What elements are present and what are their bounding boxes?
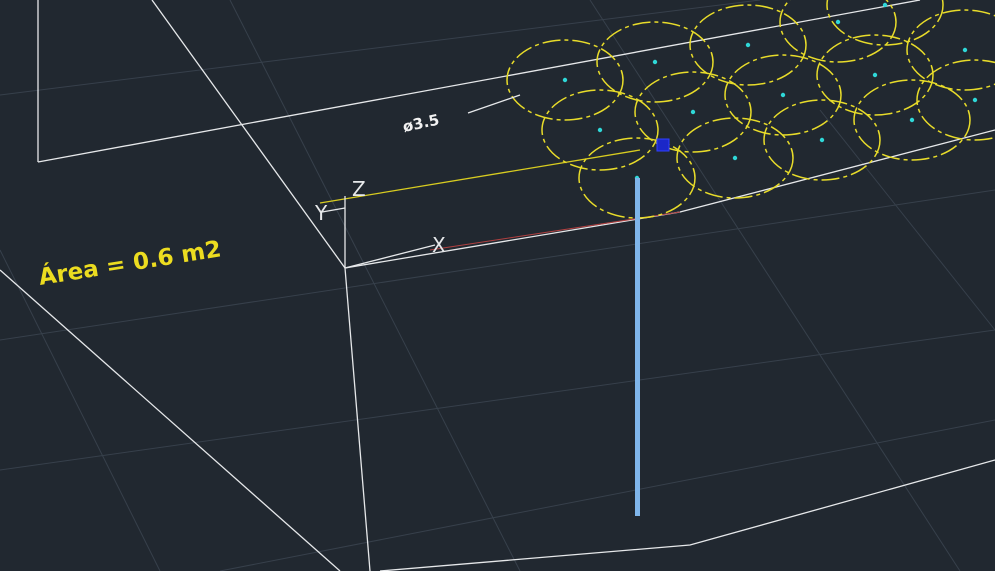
- pile-center-point: [909, 117, 915, 123]
- pile-circle[interactable]: [676, 117, 794, 199]
- ucs-x-label: X: [432, 233, 446, 257]
- pile-circle[interactable]: [853, 79, 971, 161]
- pile-circle[interactable]: [763, 99, 881, 181]
- grid-line: [0, 0, 761, 96]
- diameter-label[interactable]: ø3.5: [401, 111, 441, 136]
- pile-circle[interactable]: [906, 9, 995, 91]
- pile-circle[interactable]: [916, 59, 995, 141]
- pile-center-point: [690, 109, 696, 115]
- pile-center-point: [882, 2, 888, 8]
- pile-center-point: [819, 137, 825, 143]
- pile-circle[interactable]: [689, 4, 807, 86]
- pile-circle[interactable]: [826, 0, 944, 46]
- pile-center-point: [962, 47, 968, 53]
- pile-center-point: [652, 59, 658, 65]
- pile-center-point: [872, 72, 878, 78]
- area-boundary-edge[interactable]: [319, 149, 641, 204]
- ucs-z-label: Z: [352, 177, 366, 201]
- grip-square-icon[interactable]: [656, 138, 670, 152]
- grid-line: [219, 419, 995, 571]
- box-edge[interactable]: [0, 269, 341, 571]
- ucs-y-label: Y: [314, 201, 328, 225]
- pile-circle[interactable]: [596, 21, 714, 103]
- area-label[interactable]: Área = 0.6 m2: [37, 234, 223, 290]
- pile-center-point: [732, 155, 738, 161]
- pile-center-point: [745, 42, 751, 48]
- pile-circles[interactable]: [506, 0, 995, 219]
- pile-circle[interactable]: [779, 0, 897, 63]
- pile-center-point: [972, 97, 978, 103]
- pile-circle[interactable]: [541, 89, 659, 171]
- pile-center-point: [835, 19, 841, 25]
- pile-circle[interactable]: [506, 39, 624, 121]
- ucs-axis-icon: Z Y X: [314, 177, 446, 269]
- box-edge[interactable]: [344, 267, 371, 571]
- grid-line: [0, 189, 995, 341]
- grid-line: [819, 109, 995, 331]
- pile-center-point: [597, 127, 603, 133]
- pile-center-point: [562, 77, 568, 83]
- pile-circle[interactable]: [634, 71, 752, 153]
- grid-line: [229, 0, 521, 571]
- box-edge[interactable]: [379, 459, 995, 571]
- box-edge[interactable]: [37, 0, 921, 163]
- grid-line: [0, 249, 161, 571]
- crosshair-cursor-icon: [635, 178, 640, 516]
- diameter-leader: [467, 94, 521, 114]
- grid-line: [0, 329, 995, 471]
- pile-center-point: [780, 92, 786, 98]
- pile-circle[interactable]: [816, 34, 934, 116]
- box-edge[interactable]: [151, 0, 346, 269]
- grid-line: [589, 0, 961, 571]
